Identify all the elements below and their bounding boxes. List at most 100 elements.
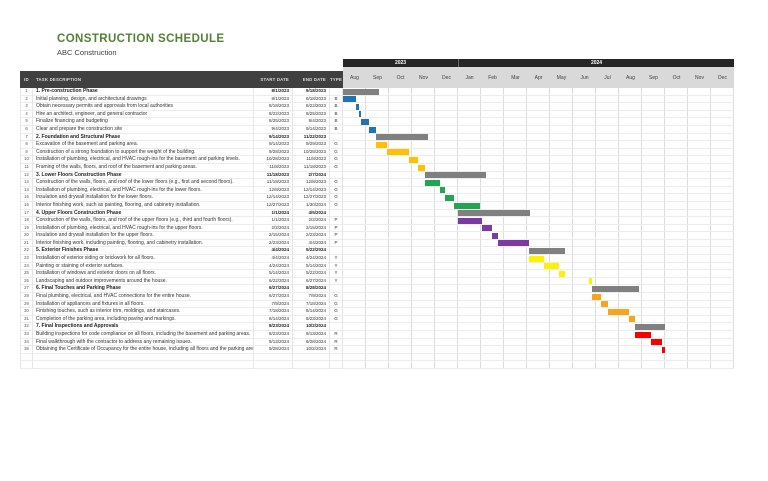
task-start-date[interactable]: 9/28/2023 — [253, 148, 292, 157]
task-id[interactable]: 13 — [20, 179, 33, 187]
task-start-date[interactable]: 2/23/2024 — [253, 239, 292, 248]
task-description[interactable]: Initial planning, design, and architectu… — [33, 96, 253, 104]
gantt-bar[interactable] — [440, 187, 445, 194]
task-timeline-cell[interactable] — [343, 156, 734, 164]
task-timeline-cell[interactable] — [343, 232, 734, 240]
task-timeline-cell[interactable] — [343, 141, 734, 149]
task-description[interactable] — [33, 361, 253, 369]
task-description[interactable]: Installation of windows and exterior doo… — [33, 270, 253, 278]
task-start-date[interactable]: 9/14/2023 — [253, 141, 292, 149]
task-timeline-cell[interactable] — [343, 315, 734, 324]
task-start-date[interactable]: 2/2/2024 — [253, 224, 292, 233]
task-end-date[interactable]: 12/8/2023 — [292, 179, 329, 187]
task-timeline-cell[interactable] — [343, 88, 734, 96]
task-description[interactable]: Excavation of the basement and parking a… — [33, 141, 253, 149]
task-start-date[interactable]: 8/22/2023 — [253, 110, 292, 119]
task-timeline-cell[interactable] — [343, 179, 734, 187]
task-type[interactable]: G — [329, 156, 343, 164]
task-description[interactable]: Insulation and drywall installation for … — [33, 194, 253, 202]
task-type[interactable]: B — [329, 125, 343, 134]
task-type[interactable] — [329, 209, 343, 218]
gantt-bar[interactable] — [529, 255, 545, 262]
task-end-date[interactable] — [292, 353, 329, 362]
task-description[interactable]: Framing of the walls, floors, and roof o… — [33, 164, 253, 172]
task-end-date[interactable]: 11/8/2023 — [292, 156, 329, 164]
task-timeline-cell[interactable] — [343, 346, 734, 354]
gantt-bar[interactable] — [444, 194, 455, 201]
gantt-bar[interactable] — [425, 172, 487, 179]
task-end-date[interactable]: 9/18/2023 — [292, 88, 329, 96]
task-description[interactable]: Interior finishing work, including paint… — [33, 240, 253, 248]
gantt-bar[interactable] — [628, 316, 636, 323]
gantt-bar[interactable] — [592, 286, 640, 293]
task-id[interactable]: 12 — [20, 171, 33, 180]
task-start-date[interactable]: 1/1/2024 — [253, 217, 292, 225]
task-id[interactable] — [20, 353, 33, 362]
task-start-date[interactable]: 8/18/2023 — [253, 103, 292, 111]
task-type[interactable] — [329, 285, 343, 294]
task-id[interactable]: 20 — [20, 232, 33, 240]
gantt-bar[interactable] — [368, 126, 377, 133]
task-id[interactable]: 4 — [20, 110, 33, 119]
task-type[interactable]: B — [329, 110, 343, 119]
gantt-bar[interactable] — [498, 240, 530, 247]
task-start-date[interactable]: 8/23/2024 — [253, 323, 292, 331]
task-end-date[interactable]: 6/27/2024 — [292, 277, 329, 286]
task-type[interactable]: Y — [329, 255, 343, 263]
task-timeline-cell[interactable] — [343, 247, 734, 256]
gantt-bar[interactable] — [386, 149, 410, 156]
task-type[interactable]: B — [329, 103, 343, 111]
gantt-bar[interactable] — [601, 301, 609, 308]
task-end-date[interactable]: 4/24/2024 — [292, 255, 329, 263]
task-description[interactable]: Construction of a strong foundation to s… — [33, 149, 253, 157]
task-id[interactable]: 5 — [20, 118, 33, 126]
task-id[interactable]: 31 — [20, 315, 33, 324]
gantt-bar[interactable] — [662, 346, 666, 353]
task-end-date[interactable]: 10/2/2024 — [292, 346, 329, 354]
task-end-date[interactable]: 8/22/2023 — [292, 103, 329, 111]
task-end-date[interactable]: 4/4/2024 — [292, 239, 329, 248]
task-timeline-cell[interactable] — [343, 277, 734, 286]
task-end-date[interactable]: 12/14/2023 — [292, 186, 329, 195]
task-start-date[interactable]: 8/25/2023 — [253, 118, 292, 126]
task-type[interactable] — [329, 361, 343, 369]
gantt-bar[interactable] — [376, 141, 388, 148]
task-description[interactable]: 5. Exterior Finishes Phase — [33, 247, 253, 256]
task-end-date[interactable]: 4/5/2024 — [292, 209, 329, 218]
gantt-bar[interactable] — [608, 308, 629, 315]
gantt-bar[interactable] — [425, 179, 441, 186]
task-description[interactable]: Installation of plumbing, electrical, an… — [33, 156, 253, 164]
task-description[interactable]: Finishing touches, such as interior trim… — [33, 308, 253, 316]
task-id[interactable]: 26 — [20, 277, 33, 286]
task-end-date[interactable] — [292, 361, 329, 369]
task-timeline-cell[interactable] — [343, 224, 734, 233]
task-description[interactable]: 1. Pre-construction Phase — [33, 88, 253, 96]
task-start-date[interactable]: 9/14/2023 — [253, 133, 292, 142]
task-description[interactable]: 2. Foundation and Structural Phase — [33, 134, 253, 142]
task-type[interactable]: G — [329, 141, 343, 149]
task-description[interactable]: Obtaining the Certificate of Occupancy f… — [33, 346, 253, 354]
task-id[interactable]: 19 — [20, 224, 33, 233]
task-timeline-cell[interactable] — [343, 186, 734, 195]
task-timeline-cell[interactable] — [343, 201, 734, 210]
task-id[interactable]: 8 — [20, 141, 33, 149]
task-type[interactable]: Y — [329, 277, 343, 286]
task-description[interactable]: Insulation and drywall installation for … — [33, 232, 253, 240]
task-timeline-cell[interactable] — [343, 194, 734, 202]
task-start-date[interactable]: 7/9/2024 — [253, 300, 292, 309]
task-timeline-cell[interactable] — [343, 217, 734, 225]
task-start-date[interactable]: 9/28/2024 — [253, 346, 292, 354]
task-start-date[interactable]: 11/8/2023 — [253, 163, 292, 172]
task-id[interactable]: 30 — [20, 308, 33, 316]
task-type[interactable]: P — [329, 224, 343, 233]
task-timeline-cell[interactable] — [343, 110, 734, 119]
task-description[interactable]: 7. Final Inspections and Approvals — [33, 323, 253, 331]
task-description[interactable]: Construction of the walls, floors, and r… — [33, 217, 253, 225]
task-timeline-cell[interactable] — [343, 323, 734, 331]
task-description[interactable]: Clear and prepare the construction site — [33, 126, 253, 134]
gantt-bar[interactable] — [417, 164, 426, 171]
task-end-date[interactable]: 10/28/2023 — [292, 148, 329, 157]
task-start-date[interactable]: 4/4/2024 — [253, 247, 292, 256]
task-end-date[interactable]: 8/18/2023 — [292, 95, 329, 104]
task-description[interactable]: 6. Final Touches and Parking Phase — [33, 285, 253, 294]
